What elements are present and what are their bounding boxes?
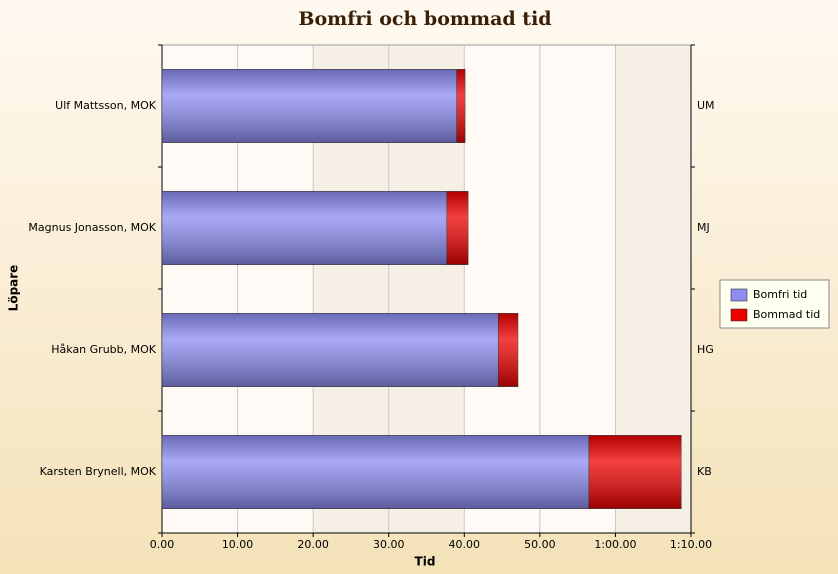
y-tick-label: Ulf Mattsson, MOK [55,99,157,112]
y-tick-label: Håkan Grubb, MOK [51,343,157,356]
bar-shading [446,191,469,265]
bar-shading [162,191,447,265]
bar-shading [498,313,518,387]
chart-title: Bomfri och bommad tid [298,8,551,30]
x-axis-title: Tid [415,555,436,569]
bar-shading [456,69,466,143]
y2-tick-label: MJ [697,221,710,234]
y-tick-label: Karsten Brynell, MOK [40,465,157,478]
bar-shading [162,69,457,143]
x-tick-label: 20.00 [297,538,329,551]
x-tick-label: 30.00 [373,538,405,551]
y-axis-title: Löpare [7,265,21,312]
x-tick-label: 0.00 [150,538,175,551]
x-tick-label: 40.00 [449,538,481,551]
legend-label: Bommad tid [753,308,820,321]
bar-shading [162,435,589,509]
legend-swatch [730,308,748,322]
x-tick-label: 50.00 [524,538,556,551]
bar-shading [162,313,499,387]
y2-tick-label: HG [697,343,714,356]
y-tick-label: Magnus Jonasson, MOK [28,221,156,234]
legend-swatch [730,288,748,302]
y2-tick-label: KB [697,465,712,478]
bar-shading [588,435,682,509]
legend-label: Bomfri tid [753,288,807,301]
x-tick-label: 1:10.00 [670,538,712,551]
y2-tick-label: UM [697,99,715,112]
x-tick-label: 1:00.00 [594,538,636,551]
x-tick-label: 10.00 [222,538,254,551]
